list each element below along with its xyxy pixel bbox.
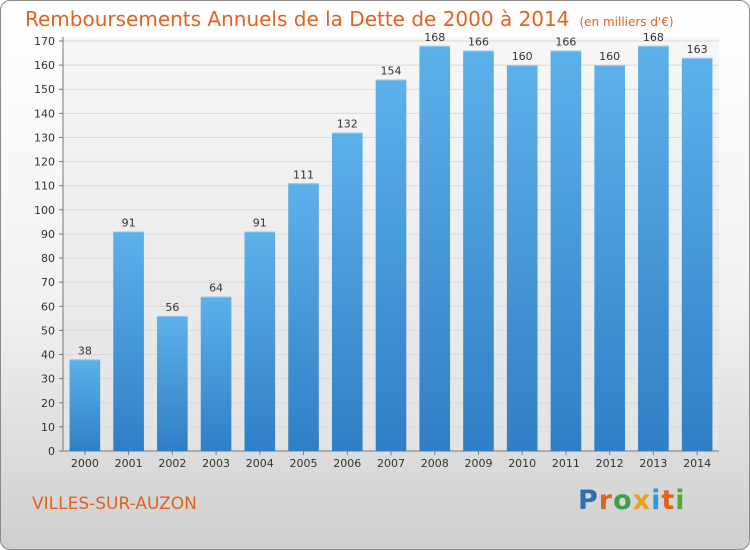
y-tick-label: 100: [34, 204, 55, 217]
x-tick-label: 2009: [464, 457, 492, 470]
proxiti-logo: Proxiti: [578, 485, 686, 516]
x-tick-label: 2013: [639, 457, 667, 470]
bar: [550, 50, 582, 451]
y-tick-label: 110: [34, 180, 55, 193]
bar-value-label: 91: [122, 217, 136, 230]
bar: [506, 65, 538, 451]
bar: [69, 359, 101, 451]
bar-value-label: 132: [337, 118, 358, 131]
y-tick-label: 80: [41, 252, 55, 265]
bar-value-label: 166: [468, 36, 489, 49]
y-tick-label: 120: [34, 156, 55, 169]
bar: [200, 296, 232, 451]
bar-value-label: 154: [381, 65, 402, 78]
chart-title-text: Remboursements Annuels de la Dette de 20…: [25, 7, 570, 31]
x-tick-label: 2012: [596, 457, 624, 470]
bar: [244, 231, 276, 451]
bar-value-label: 160: [599, 50, 620, 63]
x-tick-label: 2000: [71, 457, 99, 470]
bar: [681, 57, 713, 451]
logo-letter: o: [613, 485, 633, 516]
y-tick-label: 130: [34, 131, 55, 144]
x-tick-label: 2002: [158, 457, 186, 470]
logo-letter: x: [632, 485, 652, 516]
bar-value-label: 166: [555, 36, 576, 49]
logo-letter: t: [661, 485, 676, 516]
bar-value-label: 38: [78, 344, 92, 357]
logo-letter: r: [598, 485, 614, 516]
chart-title: Remboursements Annuels de la Dette de 20…: [25, 7, 674, 31]
y-tick-label: 10: [41, 421, 55, 434]
bar: [463, 50, 494, 451]
commune-name: VILLES-SUR-AUZON: [32, 494, 197, 514]
y-tick-label: 70: [41, 276, 55, 289]
logo-letter: P: [578, 485, 599, 516]
x-tick-label: 2007: [377, 457, 405, 470]
x-tick-label: 2004: [246, 457, 274, 470]
bar: [594, 65, 625, 451]
x-tick-label: 2005: [290, 457, 318, 470]
y-tick-label: 50: [41, 324, 55, 337]
bar-value-label: 163: [687, 43, 708, 56]
x-tick-label: 2006: [333, 457, 361, 470]
y-tick-label: 160: [34, 59, 55, 72]
y-tick-label: 20: [41, 397, 55, 410]
y-tick-label: 60: [41, 300, 55, 313]
y-tick-label: 0: [48, 445, 55, 458]
y-tick-label: 140: [34, 107, 55, 120]
y-tick-label: 150: [34, 83, 55, 96]
bar-value-label: 168: [424, 31, 445, 44]
bar: [113, 231, 144, 451]
y-tick-label: 170: [34, 35, 55, 48]
logo-letter: i: [651, 485, 662, 516]
x-tick-label: 2001: [115, 457, 143, 470]
bar-value-label: 168: [643, 31, 664, 44]
bar-value-label: 111: [293, 168, 314, 181]
x-tick-label: 2010: [508, 457, 536, 470]
bar: [419, 45, 451, 452]
x-tick-label: 2011: [552, 457, 580, 470]
logo-letter: i: [675, 485, 686, 516]
bar-value-label: 160: [512, 50, 533, 63]
y-tick-label: 30: [41, 373, 55, 386]
bar: [331, 132, 363, 451]
y-tick-label: 90: [41, 228, 55, 241]
bar: [157, 315, 188, 451]
unit-note: (en milliers d'€): [579, 15, 674, 29]
bar: [375, 79, 407, 452]
bar-value-label: 64: [209, 282, 223, 295]
x-tick-label: 2008: [421, 457, 449, 470]
bar-value-label: 91: [253, 217, 267, 230]
bar-value-label: 56: [165, 301, 179, 314]
x-tick-label: 2014: [683, 457, 711, 470]
y-tick-label: 40: [41, 349, 55, 362]
x-tick-label: 2003: [202, 457, 230, 470]
bar: [288, 183, 319, 451]
bar: [638, 45, 669, 452]
